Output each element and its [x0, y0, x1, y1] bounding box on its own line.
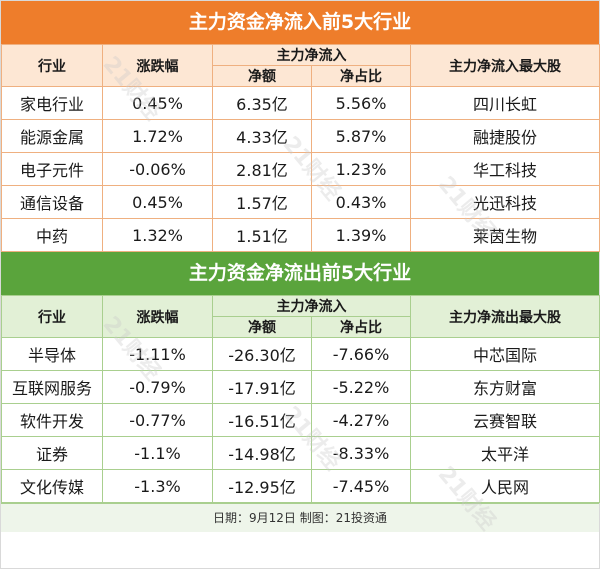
stock-cell: 太平洋: [410, 436, 600, 470]
outflow-subheader-row: 净额 净占比: [2, 316, 600, 338]
table-row: 电子元件 -0.06% 2.81亿 1.23% 华工科技: [1, 152, 600, 186]
amount-cell: -12.95亿: [212, 469, 312, 503]
change-cell: 0.45%: [102, 185, 213, 219]
outflow-header-row: 行业 涨跌幅 主力净流入 主力净流出最大股: [1, 295, 600, 338]
ratio-cell: -8.33%: [311, 436, 411, 470]
ratio-cell: 1.23%: [311, 152, 411, 186]
change-cell: -1.11%: [102, 337, 213, 371]
inflow-header-change: 涨跌幅: [102, 44, 213, 87]
ratio-cell: 0.43%: [311, 185, 411, 219]
inflow-header-amount: 净额: [212, 65, 312, 87]
industry-cell: 中药: [1, 218, 103, 252]
stock-cell: 四川长虹: [410, 86, 600, 120]
amount-cell: -17.91亿: [212, 370, 312, 404]
inflow-header-ratio: 净占比: [311, 65, 411, 87]
table-row: 文化传媒 -1.3% -12.95亿 -7.45% 人民网: [1, 469, 600, 503]
change-cell: 1.72%: [102, 119, 213, 153]
industry-cell: 软件开发: [1, 403, 103, 437]
outflow-table: 行业 涨跌幅 主力净流入 主力净流出最大股 净额 净占比 半导体 -1.11% …: [1, 295, 600, 503]
outflow-header-ratio: 净占比: [311, 316, 411, 338]
amount-cell: 6.35亿: [212, 86, 312, 120]
change-cell: 1.32%: [102, 218, 213, 252]
industry-cell: 能源金属: [1, 119, 103, 153]
stock-cell: 人民网: [410, 469, 600, 503]
outflow-header-net: 主力净流入: [212, 295, 411, 317]
industry-cell: 互联网服务: [1, 370, 103, 404]
table-row: 半导体 -1.11% -26.30亿 -7.66% 中芯国际: [1, 337, 600, 371]
industry-cell: 电子元件: [1, 152, 103, 186]
outflow-header-change: 涨跌幅: [102, 295, 213, 338]
ratio-cell: -7.66%: [311, 337, 411, 371]
amount-cell: -16.51亿: [212, 403, 312, 437]
inflow-header-top-stock: 主力净流入最大股: [410, 44, 600, 87]
stock-cell: 莱茵生物: [410, 218, 600, 252]
ratio-cell: 5.56%: [311, 86, 411, 120]
amount-cell: 2.81亿: [212, 152, 312, 186]
ratio-cell: 1.39%: [311, 218, 411, 252]
amount-cell: 1.51亿: [212, 218, 312, 252]
table-row: 家电行业 0.45% 6.35亿 5.56% 四川长虹: [1, 86, 600, 120]
table-row: 通信设备 0.45% 1.57亿 0.43% 光迅科技: [1, 185, 600, 219]
inflow-table: 行业 涨跌幅 主力净流入 主力净流入最大股 净额 净占比 家电行业 0.45% …: [1, 44, 600, 252]
change-cell: -0.06%: [102, 152, 213, 186]
change-cell: -0.79%: [102, 370, 213, 404]
industry-cell: 证券: [1, 436, 103, 470]
change-cell: -0.77%: [102, 403, 213, 437]
ratio-cell: -4.27%: [311, 403, 411, 437]
stock-cell: 光迅科技: [410, 185, 600, 219]
industry-cell: 通信设备: [1, 185, 103, 219]
outflow-header-industry: 行业: [1, 295, 103, 338]
stock-cell: 华工科技: [410, 152, 600, 186]
outflow-header-amount: 净额: [212, 316, 312, 338]
inflow-title: 主力资金净流入前5大行业: [1, 1, 599, 44]
industry-cell: 家电行业: [1, 86, 103, 120]
ratio-cell: 5.87%: [311, 119, 411, 153]
change-cell: 0.45%: [102, 86, 213, 120]
amount-cell: -14.98亿: [212, 436, 312, 470]
ratio-cell: -7.45%: [311, 469, 411, 503]
table-row: 互联网服务 -0.79% -17.91亿 -5.22% 东方财富: [1, 370, 600, 404]
industry-cell: 半导体: [1, 337, 103, 371]
stock-cell: 融捷股份: [410, 119, 600, 153]
table-row: 中药 1.32% 1.51亿 1.39% 莱茵生物: [1, 218, 600, 252]
amount-cell: 1.57亿: [212, 185, 312, 219]
table-row: 能源金属 1.72% 4.33亿 5.87% 融捷股份: [1, 119, 600, 153]
inflow-subheader-row: 净额 净占比: [2, 65, 600, 87]
table-row: 软件开发 -0.77% -16.51亿 -4.27% 云赛智联: [1, 403, 600, 437]
outflow-header-top-stock: 主力净流出最大股: [410, 295, 600, 338]
amount-cell: -26.30亿: [212, 337, 312, 371]
stock-cell: 东方财富: [410, 370, 600, 404]
stock-cell: 中芯国际: [410, 337, 600, 371]
inflow-header-industry: 行业: [1, 44, 103, 87]
industry-cell: 文化传媒: [1, 469, 103, 503]
amount-cell: 4.33亿: [212, 119, 312, 153]
change-cell: -1.3%: [102, 469, 213, 503]
stock-cell: 云赛智联: [410, 403, 600, 437]
inflow-header-row: 行业 涨跌幅 主力净流入 主力净流入最大股: [1, 44, 600, 87]
inflow-header-net: 主力净流入: [212, 44, 411, 66]
ratio-cell: -5.22%: [311, 370, 411, 404]
change-cell: -1.1%: [102, 436, 213, 470]
outflow-title: 主力资金净流出前5大行业: [1, 252, 599, 295]
footer-credit: 日期：9月12日 制图：21投资通: [1, 503, 599, 532]
table-row: 证券 -1.1% -14.98亿 -8.33% 太平洋: [1, 436, 600, 470]
